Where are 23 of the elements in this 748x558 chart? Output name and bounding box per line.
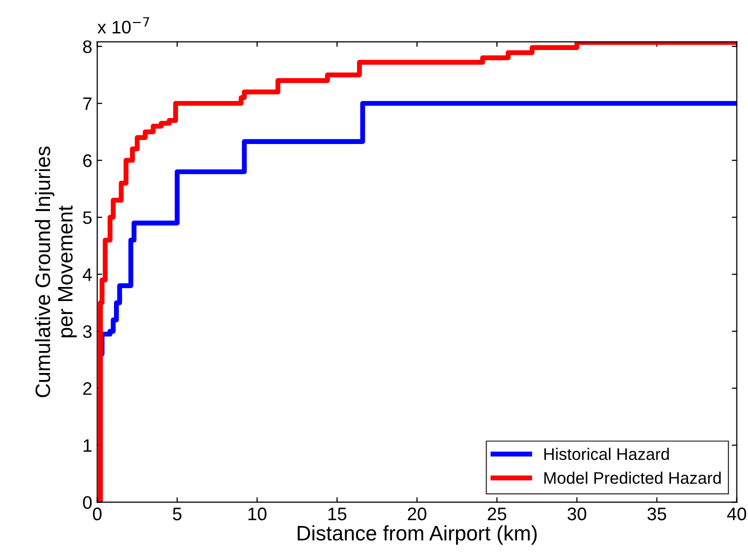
y-tick-label: 8 bbox=[83, 40, 92, 54]
y-tick-label: 4 bbox=[82, 268, 92, 281]
y-tick-label: 1 bbox=[84, 439, 92, 452]
x-axis-title: Distance from Airport (km) bbox=[298, 525, 537, 545]
text: x 10$^{−7}$ bbox=[97, 17, 150, 34]
y-tick-label: 3 bbox=[83, 325, 92, 338]
x-tick-label: 35 bbox=[647, 508, 666, 520]
x-tick-label: 5 bbox=[172, 508, 182, 520]
y-tick-label: 0 bbox=[83, 496, 92, 509]
y-tick-label: 2 bbox=[83, 382, 92, 395]
x-tick-label: 10 bbox=[248, 508, 266, 520]
y-tick-label: 5 bbox=[83, 211, 92, 224]
legend-label: Historical Hazard bbox=[544, 448, 669, 460]
x-tick-label: 0 bbox=[92, 508, 102, 520]
x-tick-label: 30 bbox=[568, 508, 586, 520]
x-tick-label: 20 bbox=[408, 508, 426, 520]
x-tick-label: 15 bbox=[328, 508, 346, 520]
x-tick-label: 25 bbox=[488, 508, 506, 520]
y-axis-title: Cumulative Ground Injuries per Movement bbox=[34, 146, 77, 398]
x-tick-label: 40 bbox=[727, 508, 746, 520]
legend-label: Model Predicted Hazard bbox=[544, 472, 721, 484]
y-tick-label: 6 bbox=[83, 154, 92, 168]
y-tick-label: 7 bbox=[83, 98, 92, 110]
